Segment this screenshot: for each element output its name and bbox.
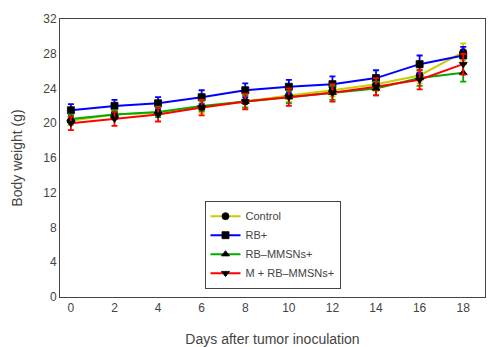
svg-text:0: 0 <box>50 290 57 304</box>
svg-text:0: 0 <box>68 301 75 315</box>
svg-text:18: 18 <box>457 301 471 315</box>
svg-text:Body weight (g): Body weight (g) <box>9 109 25 206</box>
svg-text:20: 20 <box>43 116 57 130</box>
svg-text:24: 24 <box>43 82 57 96</box>
svg-text:10: 10 <box>282 301 296 315</box>
svg-text:Control: Control <box>246 210 281 222</box>
svg-text:8: 8 <box>50 221 57 235</box>
svg-text:14: 14 <box>369 301 383 315</box>
svg-text:4: 4 <box>155 301 162 315</box>
svg-text:16: 16 <box>43 151 57 165</box>
svg-text:28: 28 <box>43 47 57 61</box>
svg-text:2: 2 <box>111 301 118 315</box>
svg-text:8: 8 <box>242 301 249 315</box>
svg-text:Days after tumor inoculation: Days after tumor inoculation <box>185 331 359 347</box>
svg-text:32: 32 <box>43 12 57 26</box>
svg-text:6: 6 <box>198 301 205 315</box>
svg-text:RB–MMSNs+: RB–MMSNs+ <box>246 248 313 260</box>
svg-text:12: 12 <box>326 301 340 315</box>
svg-text:4: 4 <box>50 255 57 269</box>
svg-text:RB+: RB+ <box>246 229 268 241</box>
svg-text:16: 16 <box>413 301 427 315</box>
svg-text:M + RB–MMSNs+: M + RB–MMSNs+ <box>246 267 335 279</box>
svg-text:12: 12 <box>43 186 57 200</box>
